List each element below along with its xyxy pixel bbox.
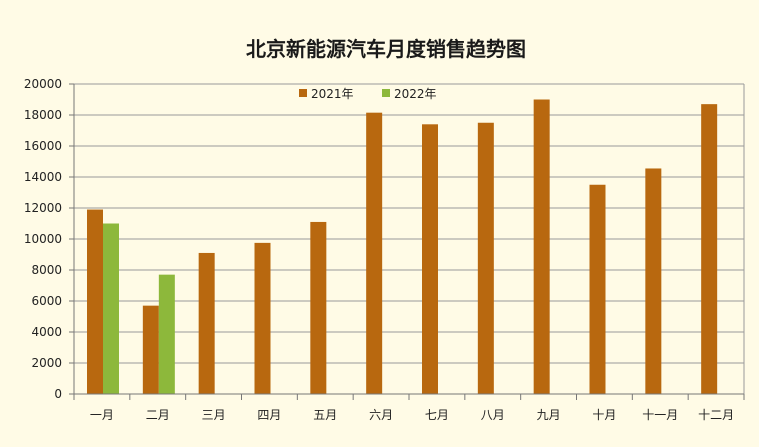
x-tick-label: 六月 bbox=[369, 408, 393, 422]
y-tick-label: 6000 bbox=[31, 294, 62, 308]
x-tick-label: 十二月 bbox=[698, 408, 734, 422]
bar-2021年-七月 bbox=[422, 124, 438, 395]
bar-2021年-十一月 bbox=[645, 168, 662, 394]
legend-swatch bbox=[382, 89, 390, 97]
x-tick-label: 十月 bbox=[592, 408, 616, 422]
bar-2021年-四月 bbox=[254, 242, 271, 394]
y-tick-label: 10000 bbox=[24, 232, 62, 246]
gridlines bbox=[74, 83, 745, 394]
y-tick-label: 8000 bbox=[31, 263, 62, 277]
bar-2022年-二月 bbox=[158, 274, 175, 394]
bar-2021年-一月 bbox=[87, 209, 103, 394]
x-tick-label: 三月 bbox=[202, 408, 226, 422]
bar-2021年-九月 bbox=[533, 99, 550, 394]
y-tick-label: 14000 bbox=[24, 170, 62, 184]
x-tick-label: 九月 bbox=[537, 408, 561, 422]
bar-2021年-五月 bbox=[310, 221, 327, 394]
x-tick-label: 十一月 bbox=[642, 408, 678, 422]
axes: 0 2000 4000 6000 8000 10000 12000 14000 16000 180… bbox=[24, 77, 745, 422]
bar-2021年-十月 bbox=[589, 184, 606, 394]
legend-label: 2022年 bbox=[394, 87, 437, 101]
legend-label: 2021年 bbox=[311, 87, 354, 101]
y-tick-label: 16000 bbox=[24, 139, 62, 153]
bar-2021年-三月 bbox=[198, 252, 215, 394]
bar-2022年-一月 bbox=[103, 223, 119, 394]
x-tick-label: 二月 bbox=[146, 408, 170, 422]
chart-title: 北京新能源汽车月度销售趋势图 bbox=[246, 37, 526, 61]
x-tick-label: 八月 bbox=[481, 408, 505, 422]
x-tick-label: 一月 bbox=[90, 408, 114, 422]
x-tick-label: 五月 bbox=[313, 408, 337, 422]
y-tick-label: 4000 bbox=[31, 325, 62, 339]
bar-2021年-六月 bbox=[366, 112, 383, 395]
x-tick-label: 七月 bbox=[425, 408, 449, 422]
legend: 2021年 2022年 bbox=[299, 87, 437, 101]
y-tick-label: 2000 bbox=[31, 356, 62, 370]
y-tick-label: 12000 bbox=[24, 201, 62, 215]
x-tick-label: 四月 bbox=[257, 408, 281, 422]
y-tick-label: 20000 bbox=[24, 77, 62, 91]
bar-2021年-八月 bbox=[477, 122, 494, 394]
y-tick-label: 18000 bbox=[24, 108, 62, 122]
bar-2021年-十二月 bbox=[701, 104, 718, 395]
bar-2021年-二月 bbox=[142, 305, 159, 394]
legend-swatch bbox=[299, 89, 307, 97]
y-tick-label: 0 bbox=[54, 387, 62, 401]
bars bbox=[87, 99, 718, 395]
